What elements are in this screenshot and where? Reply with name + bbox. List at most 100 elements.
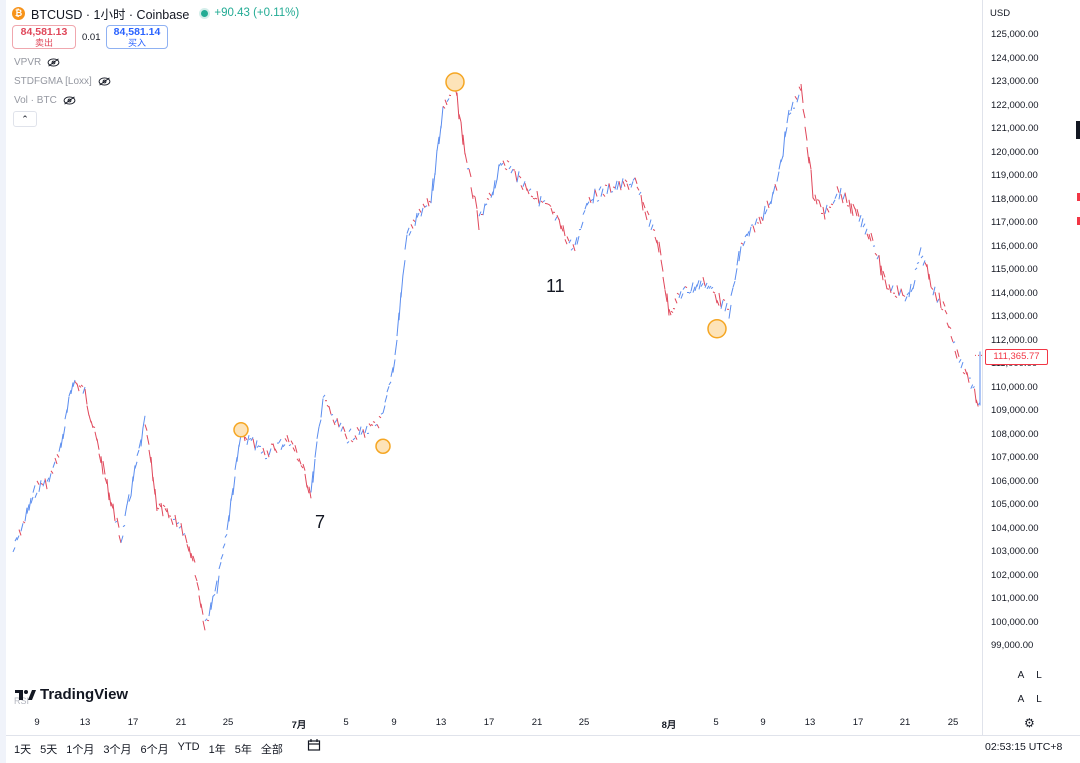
price-segment <box>348 428 352 432</box>
price-segment <box>120 535 124 543</box>
price-segment <box>778 159 782 170</box>
date-range-icon[interactable] <box>307 738 321 755</box>
range-1y[interactable]: 1年 <box>208 744 226 756</box>
price-segment <box>204 618 208 622</box>
range-3m[interactable]: 3个月 <box>103 744 132 756</box>
price-tick: 122,000.00 <box>991 99 1039 111</box>
price-segment <box>494 179 498 189</box>
price-segment <box>956 349 960 358</box>
indicator-stdfgma[interactable]: STDFGMA [Loxx] <box>14 76 111 87</box>
indicator-vpvr[interactable]: VPVR <box>14 57 60 68</box>
utc-clock[interactable]: 02:53:15 UTC+8 <box>985 741 1063 753</box>
range-1m[interactable]: 1个月 <box>66 744 95 756</box>
price-tick: 100,000.00 <box>991 616 1039 628</box>
price-segment <box>404 234 408 250</box>
time-tick: 5 <box>343 717 349 728</box>
gear-icon[interactable]: ⚙ <box>1024 716 1035 730</box>
buy-label: 买入 <box>127 38 146 48</box>
price-segment <box>192 555 196 563</box>
price-segment <box>130 476 134 497</box>
range-all[interactable]: 全部 <box>260 744 283 756</box>
price-segment <box>34 492 38 498</box>
scrollbar-handle[interactable] <box>1076 121 1080 139</box>
bottom-divider <box>6 735 1080 736</box>
bitcoin-icon: ₿ <box>12 6 25 20</box>
price-segment <box>80 384 84 387</box>
price-segment <box>458 114 462 123</box>
price-segment <box>796 94 800 103</box>
price-segment <box>266 450 270 458</box>
price-segment <box>112 503 116 521</box>
price-tick: 108,000.00 <box>991 428 1039 440</box>
range-5y[interactable]: 5年 <box>234 744 252 756</box>
price-segment <box>386 386 390 393</box>
price-segment <box>592 188 596 204</box>
price-segment <box>426 198 430 207</box>
price-segment <box>902 294 906 297</box>
auto-scale-button[interactable]: A <box>1017 670 1025 681</box>
price-segment <box>680 293 684 299</box>
eye-hidden-icon[interactable] <box>47 58 60 67</box>
buy-button[interactable]: 84,581.14 买入 <box>106 25 168 49</box>
price-segment <box>82 386 86 394</box>
price-tick: 124,000.00 <box>991 52 1039 64</box>
price-segment <box>884 279 888 290</box>
price-segment <box>50 470 54 474</box>
price-segment <box>184 534 188 544</box>
auto-scale-button[interactable]: A <box>1017 694 1025 705</box>
tradingview-logo[interactable]: TradingView <box>15 686 128 703</box>
price-segment <box>584 202 588 210</box>
price-segment <box>932 286 936 296</box>
event-marker[interactable] <box>707 319 727 339</box>
price-segment <box>288 444 292 447</box>
price-segment <box>948 326 952 329</box>
symbol-title[interactable]: BTCUSD · 1小时 · Coinbase <box>31 7 190 22</box>
eye-hidden-icon[interactable] <box>63 96 76 105</box>
price-segment <box>430 178 434 204</box>
price-segment <box>736 251 740 266</box>
sell-button[interactable]: 84,581.13 卖出 <box>12 25 76 49</box>
price-segment <box>414 212 418 226</box>
collapse-indicators-button[interactable]: ⌃ <box>13 111 37 127</box>
price-segment <box>596 199 600 202</box>
event-marker[interactable] <box>233 422 249 438</box>
price-segment <box>740 242 744 245</box>
price-segment <box>250 437 254 442</box>
price-segment <box>826 208 830 213</box>
price-segment <box>162 504 166 508</box>
symbol-header[interactable]: ₿ BTCUSD · 1小时 · Coinbase +90.43 (+0.11%… <box>12 4 299 22</box>
time-tick: 25 <box>222 717 234 728</box>
price-segment <box>208 602 212 617</box>
price-segment <box>390 367 394 377</box>
log-scale-button[interactable]: L <box>1036 694 1042 705</box>
price-segment <box>468 168 472 178</box>
event-marker[interactable] <box>375 438 391 454</box>
price-segment <box>752 225 756 233</box>
price-segment <box>42 479 46 487</box>
range-6m[interactable]: 6个月 <box>140 744 169 756</box>
price-segment <box>384 395 388 403</box>
price-segment <box>660 259 664 272</box>
price-segment <box>16 535 20 541</box>
eye-hidden-icon[interactable] <box>98 77 111 86</box>
price-segment <box>306 484 310 494</box>
currency-selector[interactable]: USD <box>990 8 1011 19</box>
indicator-volume[interactable]: Vol · BTC <box>14 95 76 106</box>
range-5d[interactable]: 5天 <box>40 744 58 756</box>
price-segment <box>486 198 490 200</box>
range-1d[interactable]: 1天 <box>14 744 32 756</box>
current-price-tag: 111,365.77 <box>985 349 1048 365</box>
price-segment <box>218 562 222 570</box>
price-segment <box>676 292 680 295</box>
event-marker[interactable] <box>445 72 465 92</box>
log-scale-button[interactable]: L <box>1036 670 1042 681</box>
price-segment <box>562 225 566 237</box>
range-ytd[interactable]: YTD <box>177 741 200 753</box>
price-segment <box>370 424 374 426</box>
price-segment <box>846 205 850 207</box>
price-segment <box>540 200 544 203</box>
price-segment <box>158 503 162 508</box>
price-segment <box>812 197 816 202</box>
